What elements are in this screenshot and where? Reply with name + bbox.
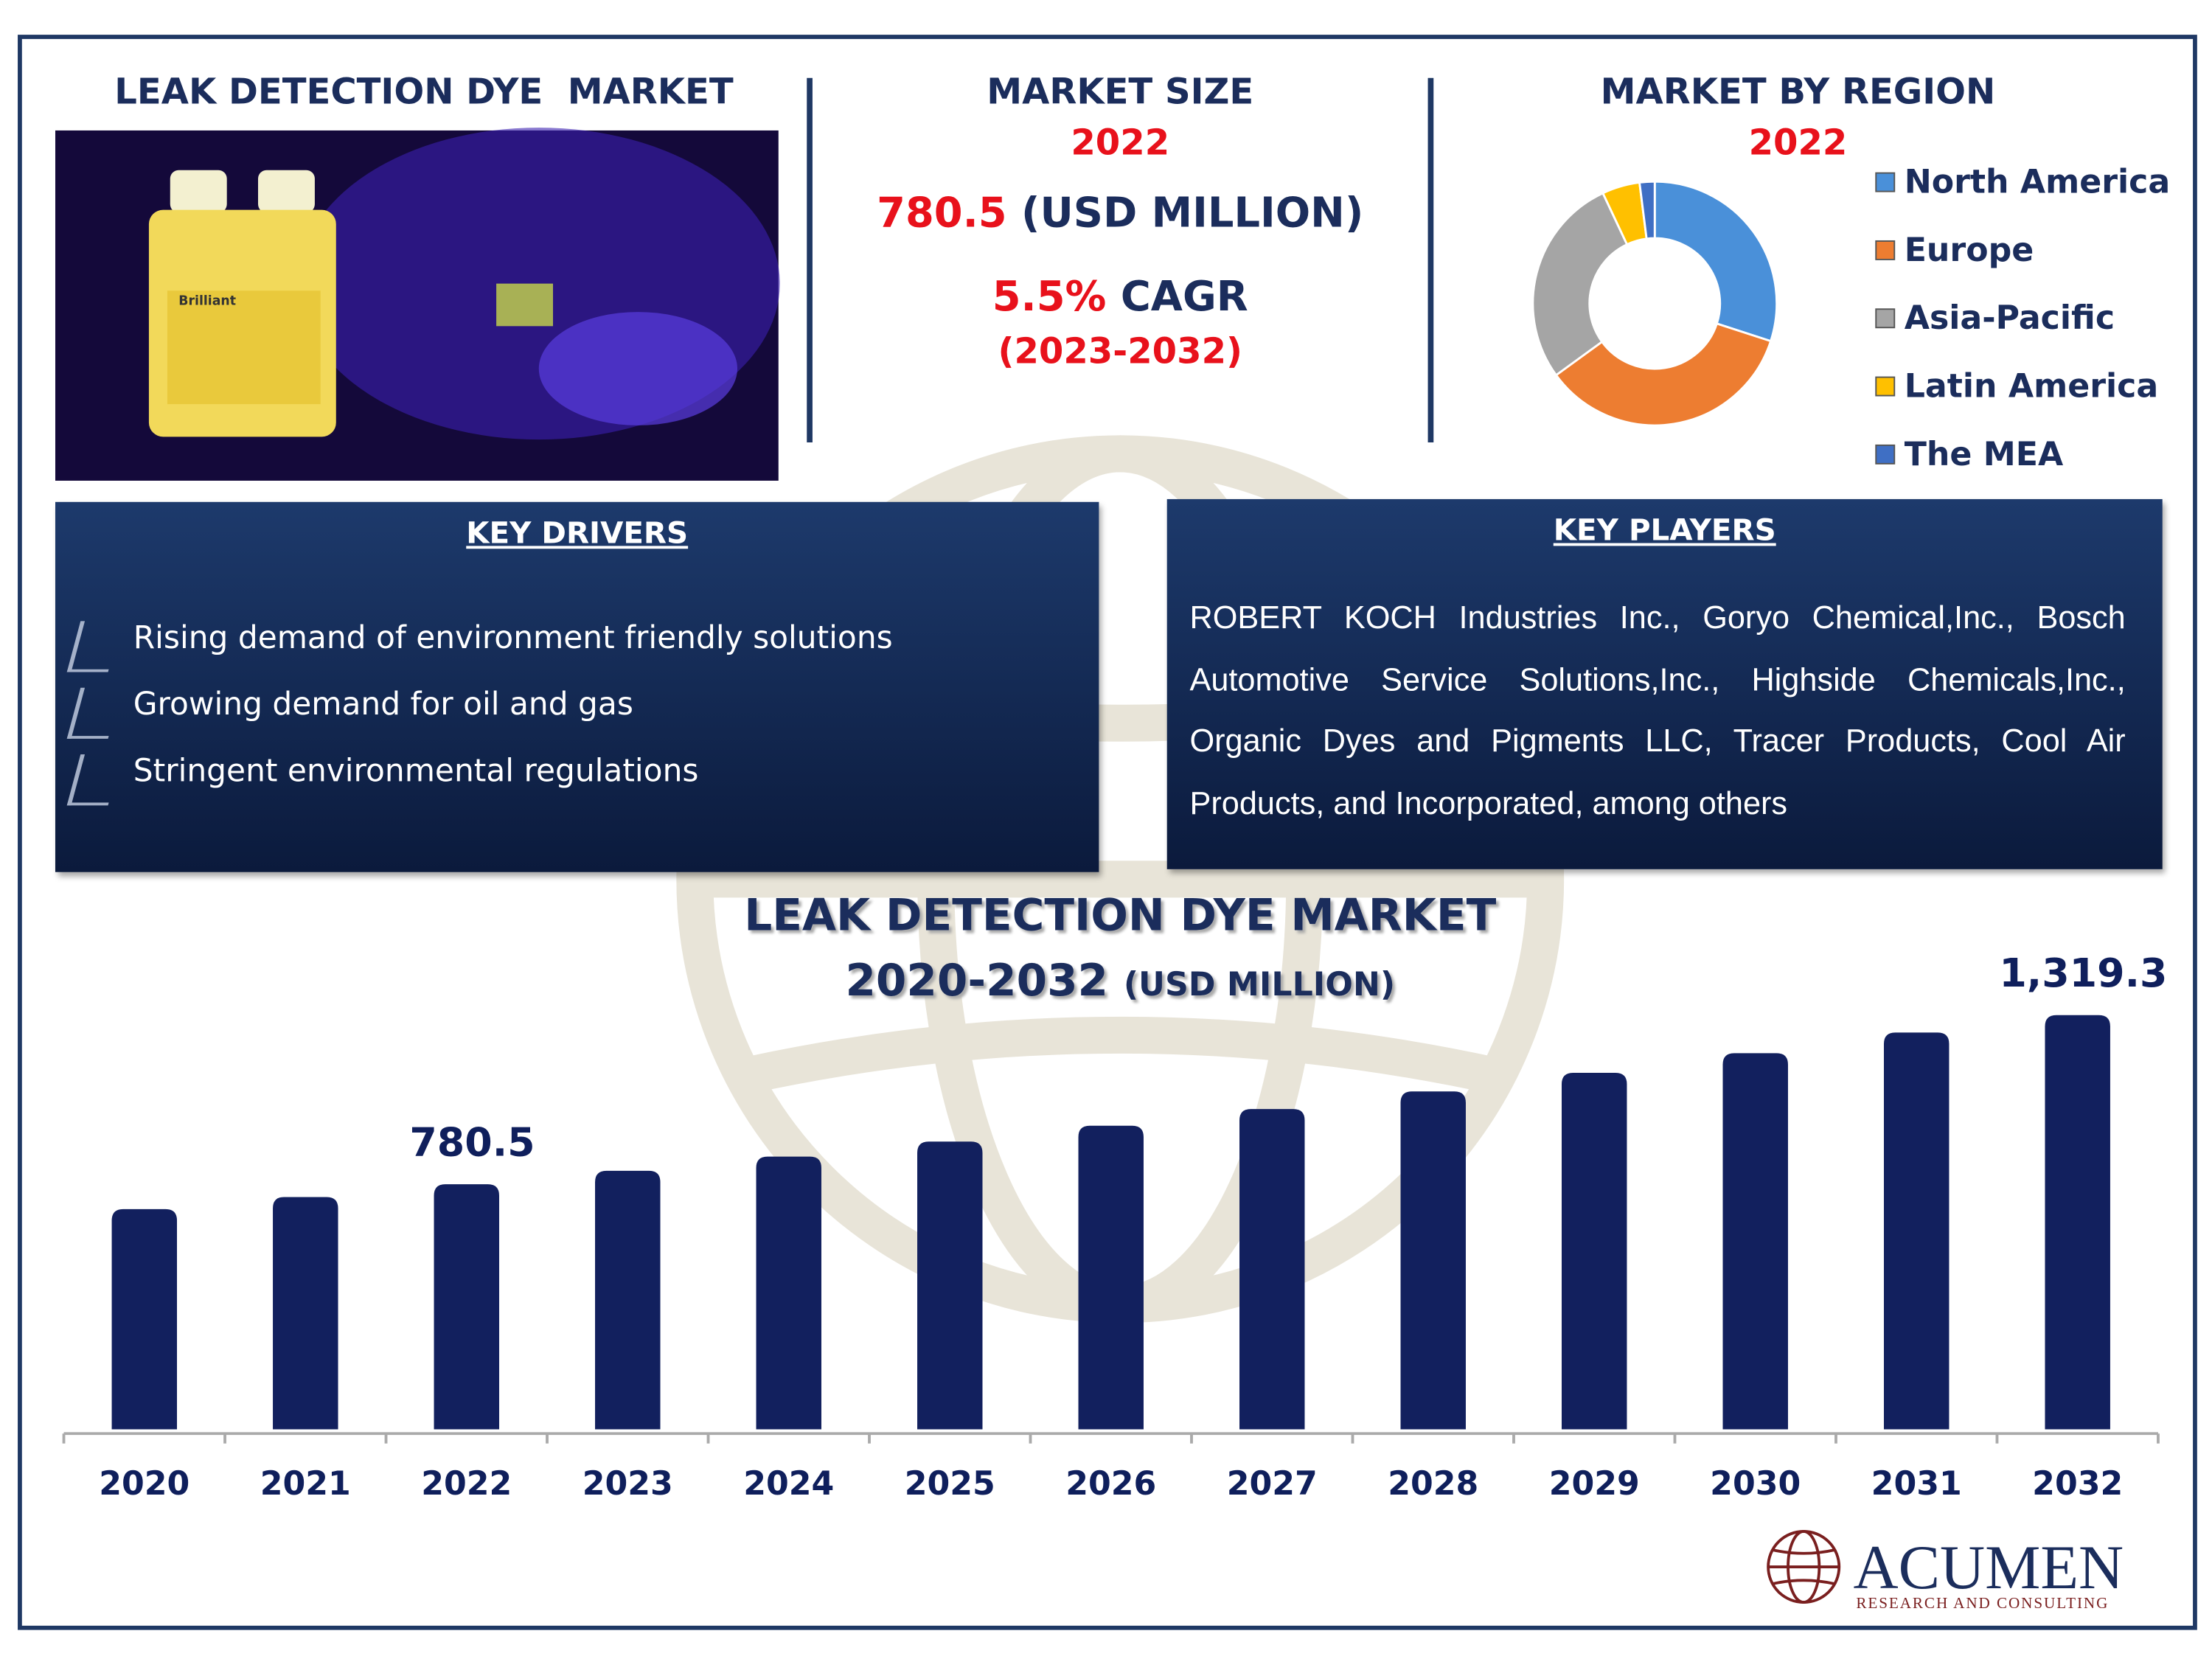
legend-swatch [1875, 172, 1896, 192]
donut-slice [1638, 180, 1656, 240]
driver-icon [66, 687, 122, 739]
bar [1239, 1109, 1305, 1430]
bar [1561, 1073, 1627, 1430]
x-tick-label: 2025 [905, 1465, 995, 1503]
bar [434, 1184, 500, 1430]
x-tick-label: 2031 [1871, 1465, 1962, 1503]
bar [1722, 1053, 1788, 1430]
bar-subtitle-line: 2020-2032 (USD MILLION) [695, 956, 1545, 1006]
x-tick-label: 2027 [1227, 1465, 1318, 1503]
logo-globe [1767, 1530, 1841, 1604]
bar [595, 1170, 661, 1430]
cagr-label: CAGR [1120, 272, 1248, 321]
cagr-period: (2023-2032) [998, 330, 1242, 372]
legend-label: Asia-Pacific [1905, 299, 2115, 337]
legend-label: Europe [1905, 232, 2034, 269]
cagr-line: 5.5% CAGR [837, 272, 1404, 320]
market-size-title: MARKET SIZE [987, 71, 1254, 112]
bar [1883, 1032, 1950, 1430]
key-players-title: KEY PLAYERS [1553, 513, 1776, 548]
driver-item: Stringent environmental regulations [133, 754, 699, 790]
key-players-box: KEY PLAYERS ROBERT KOCH Industries Inc.,… [1166, 498, 2163, 869]
charts: North America Europe Asia-Pacific Latin Ame… [62, 164, 2171, 1503]
donut-slice [1531, 191, 1629, 377]
donut-slice [1653, 180, 1778, 343]
x-tick-label: 2026 [1065, 1465, 1156, 1503]
x-tick-label: 2032 [2032, 1465, 2123, 1503]
legend-swatch [1875, 308, 1896, 329]
market-size-value-line: 780.5 (USD MILLION) [837, 189, 1404, 237]
key-drivers-box: KEY DRIVERS Rising demand of environment… [55, 501, 1099, 872]
photo-label: Brilliant [178, 293, 236, 308]
x-tick-label: 2020 [99, 1465, 189, 1503]
driver-item: Rising demand of environment friendly so… [133, 621, 893, 657]
legend-label: North America [1905, 164, 2171, 201]
x-tick-label: 2022 [421, 1465, 512, 1503]
driver-icon [66, 621, 122, 672]
x-tick-label: 2021 [260, 1465, 351, 1503]
bar [756, 1156, 821, 1430]
legend-label: The MEA [1905, 436, 2063, 473]
header-title: LEAK DETECTION DYE MARKET [114, 71, 734, 112]
driver-icon [66, 754, 122, 806]
bar [1400, 1091, 1466, 1430]
legend-swatch [1875, 240, 1896, 260]
border [18, 35, 2197, 1630]
x-tick-label: 2029 [1549, 1465, 1640, 1503]
market-size-value: 780.5 [877, 188, 1007, 237]
product-photo: Brilliant [55, 128, 780, 481]
x-tick-label: 2030 [1710, 1465, 1801, 1503]
driver-item: Growing demand for oil and gas [133, 687, 633, 723]
region-title: MARKET BY REGION [1600, 71, 1996, 112]
donut-slice [1554, 322, 1773, 427]
bar [917, 1141, 983, 1430]
legend-label: Latin America [1905, 367, 2158, 405]
key-drivers-title: KEY DRIVERS [466, 516, 689, 551]
bar-unit: (USD MILLION) [1123, 967, 1396, 1004]
bar [1078, 1125, 1144, 1430]
bar-title: LEAK DETECTION DYE MARKET [744, 890, 1497, 942]
market-size-unit: (USD MILLION) [1021, 188, 1364, 237]
value-label: 1,319.3 [1999, 950, 2167, 996]
key-players-text: ROBERT KOCH Industries Inc., Goryo Chemi… [1189, 599, 2126, 821]
x-tick-label: 2023 [582, 1465, 673, 1503]
logo-tagline: RESEARCH AND CONSULTING [1856, 1594, 2109, 1612]
legend-swatch [1875, 444, 1896, 465]
bar [111, 1208, 178, 1430]
bar [273, 1197, 338, 1430]
region-year: 2022 [1748, 122, 1848, 164]
bar-subtitle: 2020-2032 [845, 956, 1109, 1007]
bar [2045, 1015, 2110, 1430]
x-tick-label: 2024 [743, 1465, 834, 1503]
logo-name: ACUMEN [1853, 1534, 2124, 1602]
legend-swatch [1875, 376, 1896, 397]
value-label: 780.5 [409, 1119, 535, 1166]
market-size-year: 2022 [1071, 122, 1170, 164]
cagr-value: 5.5% [992, 272, 1107, 321]
x-tick-label: 2028 [1388, 1465, 1478, 1503]
